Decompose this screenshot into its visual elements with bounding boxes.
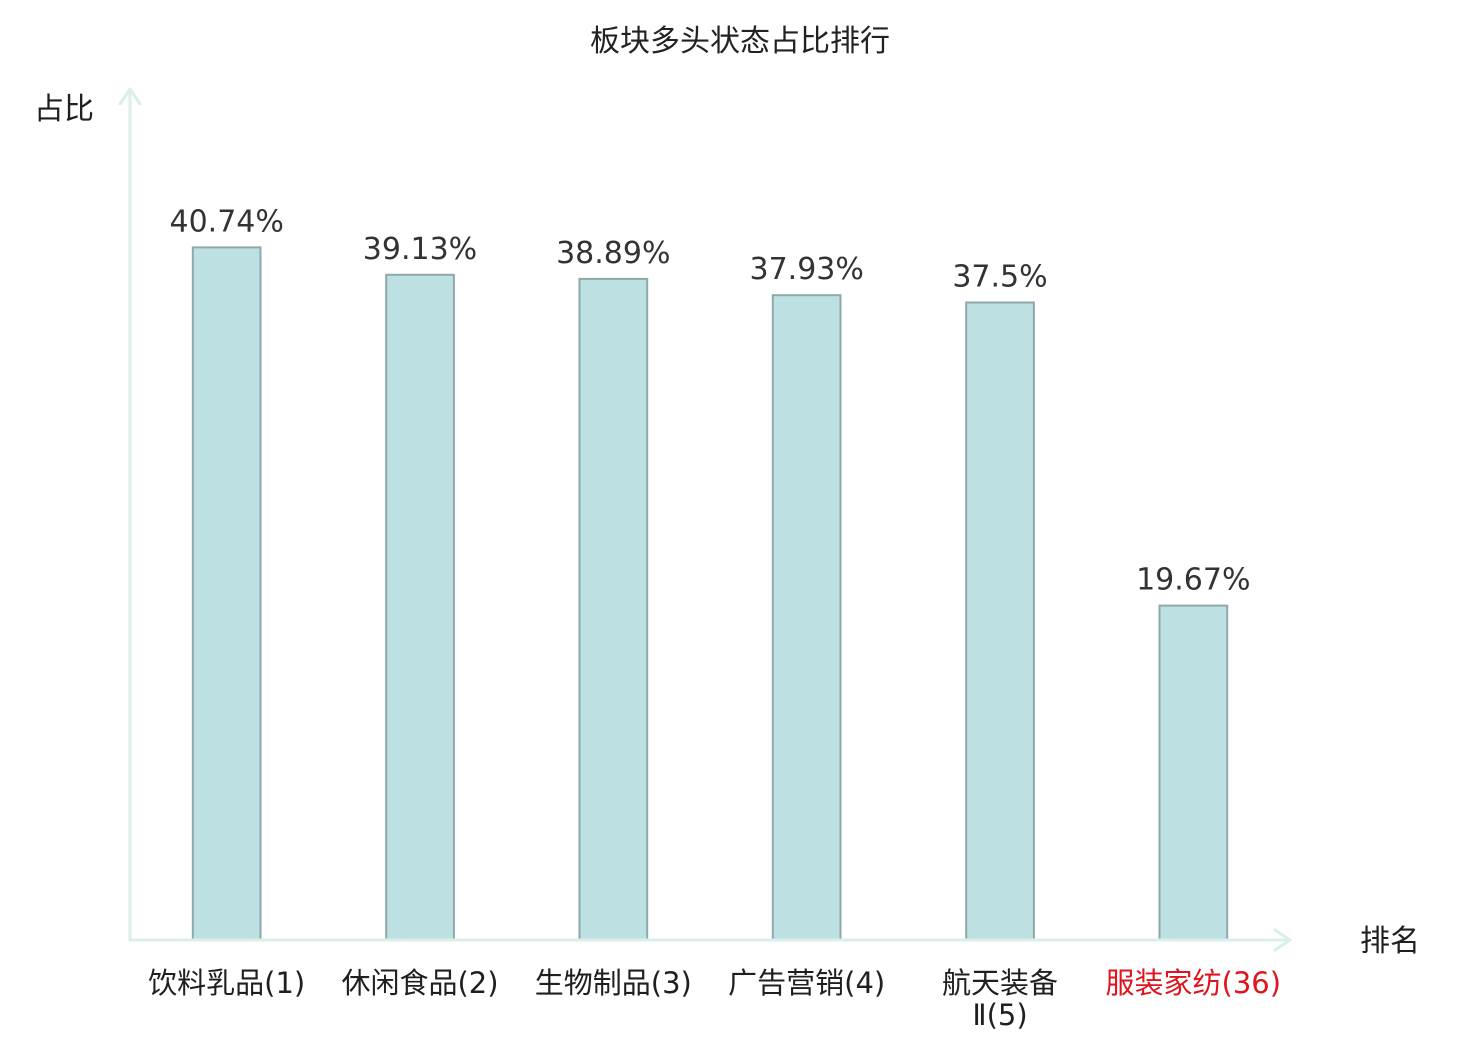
bar-6 <box>1158 604 1229 941</box>
y-axis-arrow-icon <box>118 87 142 106</box>
bar-value-label-2: 39.13% <box>363 232 477 267</box>
axes-group <box>118 87 1292 952</box>
bar-value-label-4: 37.93% <box>750 252 864 287</box>
chart-title: 板块多头状态占比排行 <box>590 24 890 59</box>
x-axis-arrow-icon <box>1273 928 1292 952</box>
bar-4 <box>771 294 842 941</box>
x-axis-label: 排名 <box>1360 924 1420 959</box>
bar-1 <box>191 246 262 941</box>
bar-value-label-6: 19.67% <box>1136 563 1250 598</box>
y-axis-label: 占比 <box>34 92 94 127</box>
bar-value-label-3: 38.89% <box>556 236 670 271</box>
bars-group: 40.74% 39.13% 38.89% 37.93% 37.5% 19.67% <box>170 204 1250 941</box>
bar-value-label-1: 40.74% <box>170 204 284 239</box>
bar-3 <box>578 277 649 941</box>
bar-5 <box>965 301 1035 941</box>
bar-2 <box>385 273 455 941</box>
bar-value-label-5: 37.5% <box>952 260 1047 295</box>
